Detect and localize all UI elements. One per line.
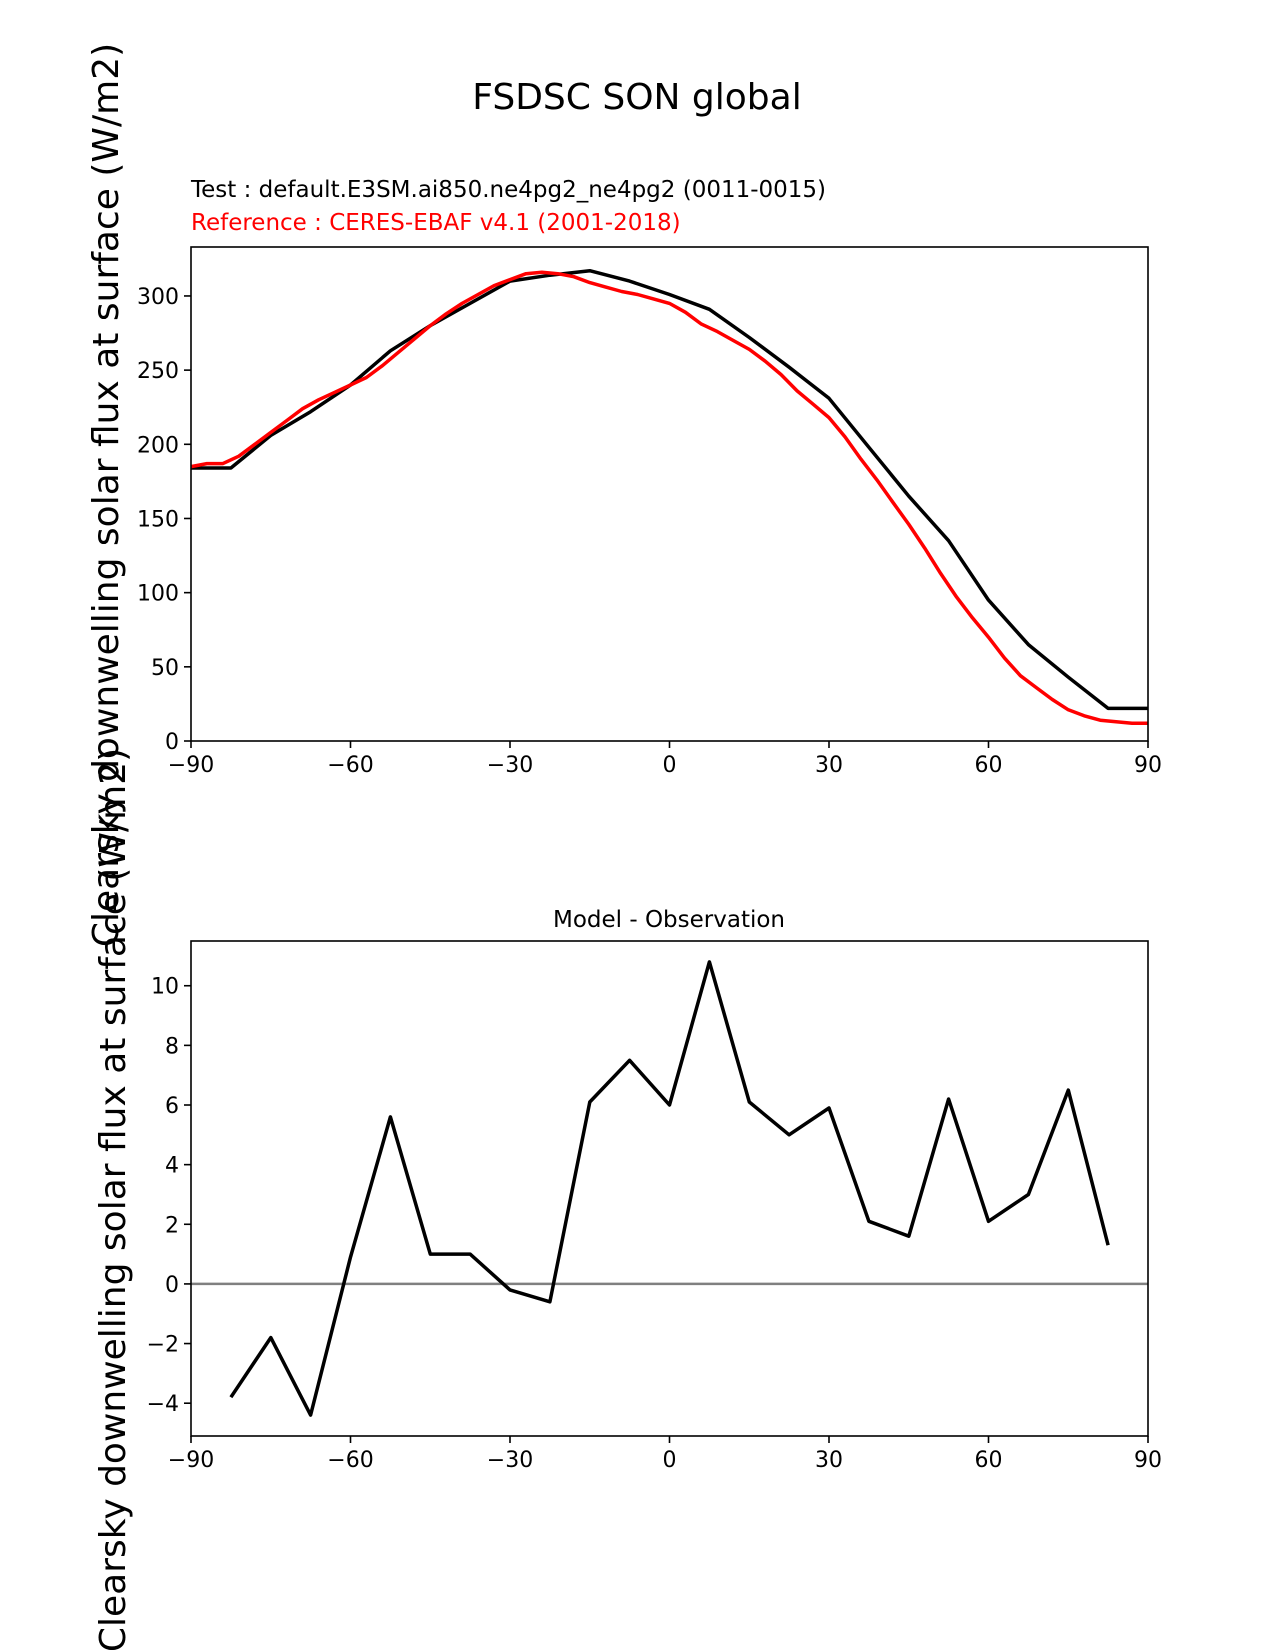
figure-suptitle: FSDSC SON global <box>472 77 801 118</box>
x-tick-label: 30 <box>815 753 843 778</box>
x-tick-label: −60 <box>327 1448 373 1473</box>
x-tick-label: −90 <box>168 1448 214 1473</box>
x-tick-label: −90 <box>168 753 214 778</box>
y-tick-label: −2 <box>147 1333 179 1358</box>
top-ylabel: Clearsky downwelling solar flux at surfa… <box>86 43 127 947</box>
x-tick-label: 30 <box>815 1448 843 1473</box>
top-plot-area: −90 −60 −30 0 30 60 90 0 50 100 150 200 250 300 <box>137 246 1162 778</box>
x-tick-label: −30 <box>487 753 533 778</box>
x-tick-label: −60 <box>327 753 373 778</box>
x-tick-label: 0 <box>663 753 677 778</box>
y-tick-label: 100 <box>137 582 179 607</box>
x-tick-label: 90 <box>1134 1448 1162 1473</box>
top-panel: Test : default.E3SM.ai850.ne4pg2_ne4pg2 … <box>86 43 1162 947</box>
y-tick-label: 10 <box>151 975 179 1000</box>
x-tick-label: 90 <box>1134 753 1162 778</box>
x-tick-label: 60 <box>975 753 1003 778</box>
x-tick-label: −30 <box>487 1448 533 1473</box>
test-label: Test : default.E3SM.ai850.ne4pg2_ne4pg2 … <box>190 177 826 203</box>
reference-series-line <box>190 270 1148 725</box>
y-tick-label: 6 <box>165 1094 179 1119</box>
bottom-plot-area: −90 −60 −30 0 30 60 90 −4 −2 0 2 4 6 8 10 <box>147 940 1162 1473</box>
y-tick-label: 2 <box>165 1213 179 1238</box>
y-tick-label: 0 <box>165 730 179 755</box>
bottom-title: Model - Observation <box>553 907 785 933</box>
y-tick-label: 0 <box>165 1273 179 1298</box>
y-tick-label: 150 <box>137 507 179 532</box>
x-tick-label: 60 <box>975 1448 1003 1473</box>
bottom-panel: Model - Observation Clearsky downwelling… <box>93 748 1162 1650</box>
y-tick-label: 250 <box>137 359 179 384</box>
difference-series-line <box>229 960 1110 1417</box>
reference-label: Reference : CERES-EBAF v4.1 (2001-2018) <box>191 210 681 236</box>
y-tick-label: 200 <box>137 433 179 458</box>
y-tick-label: 8 <box>165 1034 179 1059</box>
bottom-ylabel: Clearsky downwelling solar flux at surfa… <box>93 748 134 1650</box>
y-tick-label: 50 <box>151 656 179 681</box>
y-tick-label: −4 <box>147 1392 179 1417</box>
y-tick-label: 4 <box>165 1154 179 1179</box>
x-tick-label: 0 <box>663 1448 677 1473</box>
y-tick-label: 300 <box>137 285 179 310</box>
